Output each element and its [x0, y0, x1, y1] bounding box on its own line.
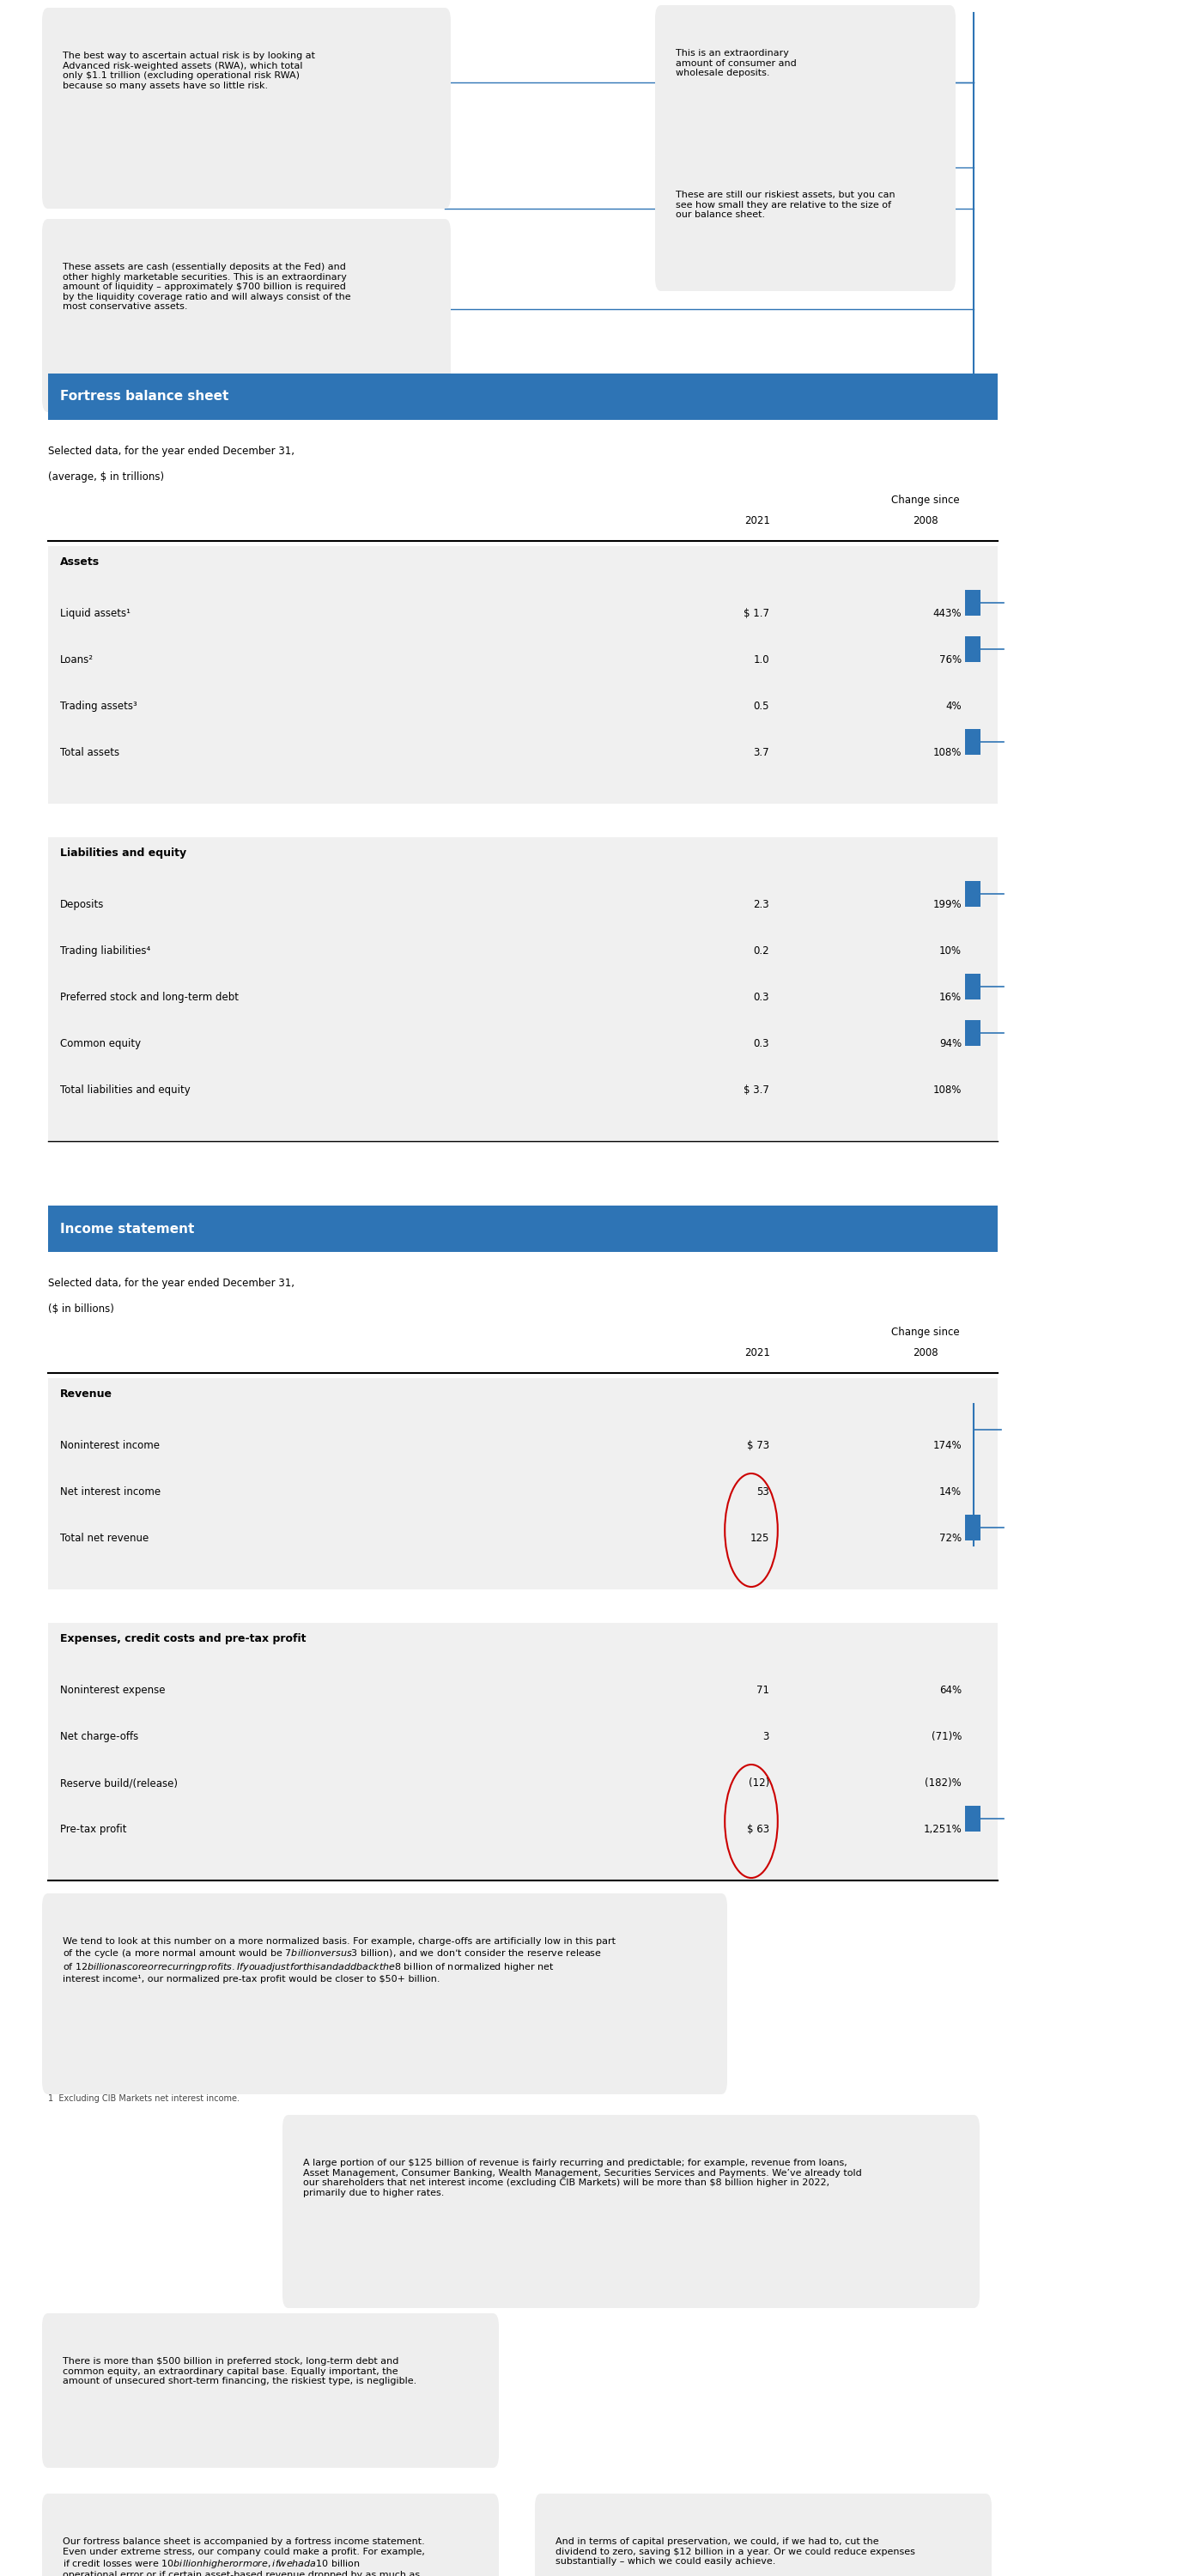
Text: These are still our riskiest assets, but you can
see how small they are relative: These are still our riskiest assets, but…	[676, 191, 895, 219]
Text: Total assets: Total assets	[60, 747, 119, 757]
Bar	[48, 1378, 998, 1589]
Text: Net charge-offs: Net charge-offs	[60, 1731, 138, 1741]
FancyBboxPatch shape	[42, 219, 451, 412]
Bar	[48, 546, 998, 804]
Text: Preferred stock and long-term debt: Preferred stock and long-term debt	[60, 992, 239, 1002]
Text: Revenue: Revenue	[60, 1388, 113, 1399]
Text: Reserve build/(release): Reserve build/(release)	[60, 1777, 178, 1788]
Text: 2008: 2008	[912, 1347, 939, 1358]
Text: Assets: Assets	[60, 556, 100, 567]
Text: 0.5: 0.5	[754, 701, 769, 711]
Text: 94%: 94%	[939, 1038, 962, 1048]
Text: 1  Excluding CIB Markets net interest income.: 1 Excluding CIB Markets net interest inc…	[48, 2094, 239, 2102]
Text: Liquid assets¹: Liquid assets¹	[60, 608, 131, 618]
Text: 16%: 16%	[939, 992, 962, 1002]
Text: Total net revenue: Total net revenue	[60, 1533, 149, 1543]
FancyBboxPatch shape	[655, 5, 956, 165]
Text: Pre-tax profit: Pre-tax profit	[60, 1824, 126, 1834]
Text: And in terms of capital preservation, we could, if we had to, cut the
dividend t: And in terms of capital preservation, we…	[555, 2537, 915, 2566]
Text: ($ in billions): ($ in billions)	[48, 1303, 114, 1314]
Bar	[965, 636, 981, 662]
FancyBboxPatch shape	[48, 1206, 998, 1252]
Text: 108%: 108%	[933, 1084, 962, 1095]
Text: Fortress balance sheet: Fortress balance sheet	[60, 392, 228, 404]
FancyBboxPatch shape	[42, 1893, 727, 2094]
Text: 71: 71	[756, 1685, 769, 1695]
Text: 2021: 2021	[744, 1347, 770, 1358]
Bar	[965, 881, 981, 907]
Text: These assets are cash (essentially deposits at the Fed) and
other highly marketa: These assets are cash (essentially depos…	[63, 263, 351, 312]
FancyBboxPatch shape	[282, 2115, 980, 2308]
Text: 1.0: 1.0	[754, 654, 769, 665]
Text: $ 63: $ 63	[746, 1824, 769, 1834]
Text: Change since: Change since	[892, 495, 959, 505]
Text: Selected data, for the year ended December 31,: Selected data, for the year ended Decemb…	[48, 446, 294, 456]
Text: 0.3: 0.3	[754, 1038, 769, 1048]
Text: Selected data, for the year ended December 31,: Selected data, for the year ended Decemb…	[48, 1278, 294, 1288]
Text: $ 1.7: $ 1.7	[744, 608, 769, 618]
FancyBboxPatch shape	[42, 8, 451, 209]
Text: 3: 3	[763, 1731, 769, 1741]
Text: $ 73: $ 73	[746, 1440, 769, 1450]
Text: $ 3.7: $ 3.7	[744, 1084, 769, 1095]
Text: There is more than $500 billion in preferred stock, long-term debt and
common eq: There is more than $500 billion in prefe…	[63, 2357, 416, 2385]
Text: Trading liabilities⁴: Trading liabilities⁴	[60, 945, 150, 956]
Text: Liabilities and equity: Liabilities and equity	[60, 848, 186, 858]
Text: 199%: 199%	[933, 899, 962, 909]
Text: 0.3: 0.3	[754, 992, 769, 1002]
Text: 2.3: 2.3	[754, 899, 769, 909]
Text: Deposits: Deposits	[60, 899, 105, 909]
Bar	[965, 729, 981, 755]
Text: 2021: 2021	[744, 515, 770, 526]
Bar	[965, 1806, 981, 1832]
Text: (12): (12)	[749, 1777, 769, 1788]
FancyBboxPatch shape	[48, 374, 998, 420]
Text: Our fortress balance sheet is accompanied by a fortress income statement.
Even u: Our fortress balance sheet is accompanie…	[63, 2537, 424, 2576]
Text: Noninterest income: Noninterest income	[60, 1440, 160, 1450]
Text: Change since: Change since	[892, 1327, 959, 1337]
Text: 64%: 64%	[939, 1685, 962, 1695]
Text: 4%: 4%	[946, 701, 962, 711]
Bar	[965, 590, 981, 616]
Text: 10%: 10%	[939, 945, 962, 956]
Text: 125: 125	[750, 1533, 769, 1543]
Text: This is an extraordinary
amount of consumer and
wholesale deposits.: This is an extraordinary amount of consu…	[676, 49, 797, 77]
Text: Net interest income: Net interest income	[60, 1486, 161, 1497]
Text: 174%: 174%	[933, 1440, 962, 1450]
FancyBboxPatch shape	[42, 2313, 499, 2468]
Text: Trading assets³: Trading assets³	[60, 701, 137, 711]
Text: 443%: 443%	[933, 608, 962, 618]
Text: The best way to ascertain actual risk is by looking at
Advanced risk-weighted as: The best way to ascertain actual risk is…	[63, 52, 315, 90]
Text: Total liabilities and equity: Total liabilities and equity	[60, 1084, 190, 1095]
Text: Expenses, credit costs and pre-tax profit: Expenses, credit costs and pre-tax profi…	[60, 1633, 307, 1643]
FancyBboxPatch shape	[535, 2494, 992, 2576]
FancyBboxPatch shape	[655, 147, 956, 291]
Text: 1,251%: 1,251%	[923, 1824, 962, 1834]
Text: Income statement: Income statement	[60, 1224, 195, 1236]
Text: 3.7: 3.7	[754, 747, 769, 757]
Text: 0.2: 0.2	[754, 945, 769, 956]
Text: 76%: 76%	[939, 654, 962, 665]
Bar	[965, 1020, 981, 1046]
FancyBboxPatch shape	[42, 2494, 499, 2576]
Text: 53: 53	[756, 1486, 769, 1497]
Bar	[965, 1515, 981, 1540]
Bar	[965, 974, 981, 999]
Text: 72%: 72%	[939, 1533, 962, 1543]
Text: Common equity: Common equity	[60, 1038, 141, 1048]
Bar	[48, 837, 998, 1141]
Text: (182)%: (182)%	[924, 1777, 962, 1788]
Text: (71)%: (71)%	[932, 1731, 962, 1741]
Text: Loans²: Loans²	[60, 654, 94, 665]
Text: A large portion of our $125 billion of revenue is fairly recurring and predictab: A large portion of our $125 billion of r…	[303, 2159, 862, 2197]
Text: (average, $ in trillions): (average, $ in trillions)	[48, 471, 165, 482]
Text: We tend to look at this number on a more normalized basis. For example, charge-o: We tend to look at this number on a more…	[63, 1937, 615, 1984]
Text: Noninterest expense: Noninterest expense	[60, 1685, 166, 1695]
Text: 2008: 2008	[912, 515, 939, 526]
Text: 108%: 108%	[933, 747, 962, 757]
Text: 14%: 14%	[939, 1486, 962, 1497]
Bar	[48, 1623, 998, 1880]
